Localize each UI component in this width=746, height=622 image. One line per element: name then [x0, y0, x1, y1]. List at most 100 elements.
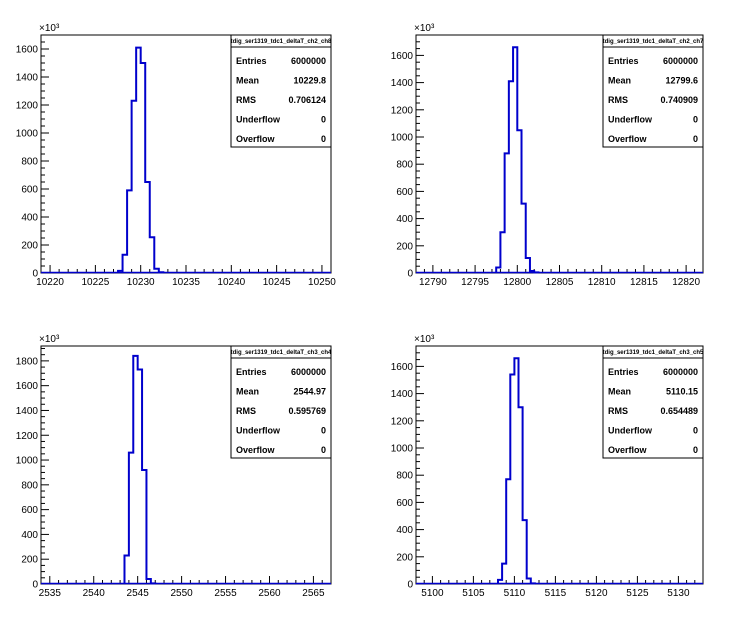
x-tick-label: 10245 — [263, 277, 291, 288]
y-tick-label: 1000 — [16, 456, 39, 467]
x-tick-label: 12790 — [419, 277, 447, 288]
stat-label: Entries — [236, 56, 267, 66]
histogram-bin — [159, 272, 164, 273]
stat-label: Entries — [608, 367, 639, 377]
histogram-panel-1: 10220 10225 10230 10235 10240 10245 10250 0 200 4… — [16, 23, 337, 288]
y-axis-multiplier: ×10³ — [414, 23, 435, 34]
histogram-bin — [154, 269, 159, 273]
histogram-bin — [151, 583, 155, 584]
histogram-outline — [123, 354, 157, 585]
x-tick-label: 2565 — [302, 588, 325, 599]
x-tick-label: 5100 — [421, 588, 444, 599]
y-tick-label: 1200 — [391, 416, 414, 427]
histogram-bin — [509, 81, 513, 273]
x-tick-label: 10225 — [81, 277, 109, 288]
x-tick-label: 5105 — [462, 588, 485, 599]
stat-value: 0.740909 — [660, 95, 698, 105]
stat-value: 0 — [321, 134, 326, 144]
y-tick-label: 400 — [396, 214, 413, 225]
x-tick-label: 12805 — [546, 277, 574, 288]
y-tick-label: 1200 — [391, 105, 414, 116]
y-tick-label: 1400 — [391, 78, 414, 89]
y-tick-label: 600 — [21, 505, 38, 516]
stat-value: 0.595769 — [288, 406, 326, 416]
histogram-panel-3: 2535 2540 2545 2550 2555 2560 2565 0 200 400 600 80… — [16, 334, 332, 599]
histogram-outline — [495, 46, 540, 274]
histogram-bin — [505, 153, 509, 273]
y-tick-label: 400 — [21, 530, 38, 541]
x-tick-label: 2550 — [170, 588, 193, 599]
y-tick-label: 1800 — [16, 356, 39, 367]
y-tick-label: 1600 — [391, 362, 414, 373]
histogram-bin — [531, 583, 535, 584]
histogram-bin — [118, 271, 123, 273]
histogram-bin — [496, 268, 500, 273]
histogram-bin — [141, 63, 146, 273]
y-tick-label: 1200 — [16, 431, 39, 442]
histogram-bin — [142, 470, 146, 584]
stat-label: Mean — [236, 387, 259, 397]
stat-label: Mean — [608, 76, 631, 86]
y-axis-multiplier: ×10³ — [39, 23, 60, 34]
stat-label: RMS — [608, 406, 628, 416]
stat-label: Underflow — [236, 426, 281, 436]
y-tick-label: 0 — [407, 580, 413, 591]
histogram-panel-2: 12790 12795 12800 12805 12810 12815 12820 0 200 4… — [391, 23, 704, 288]
histogram-bin — [506, 479, 510, 584]
stat-label: Underflow — [236, 115, 281, 125]
stat-value: 6000000 — [291, 56, 326, 66]
y-tick-label: 1400 — [16, 406, 39, 417]
y-tick-label: 1000 — [391, 133, 414, 144]
stats-box — [230, 34, 332, 148]
stats-box — [602, 345, 704, 459]
stat-label: Entries — [608, 56, 639, 66]
histogram-bin — [145, 182, 150, 273]
y-tick-label: 800 — [396, 471, 413, 482]
stats-box — [230, 345, 332, 459]
histogram-bin — [129, 453, 133, 584]
histogram-bin — [132, 101, 137, 273]
y-tick-label: 0 — [32, 580, 38, 591]
stat-value: 0 — [693, 445, 698, 455]
histogram-bin — [517, 130, 521, 273]
histogram-bin — [127, 190, 132, 273]
x-tick-label: 10240 — [217, 277, 245, 288]
x-tick-label: 10250 — [308, 277, 336, 288]
y-tick-label: 1400 — [16, 73, 39, 84]
stat-value: 10229.8 — [293, 76, 326, 86]
histogram-bin — [123, 255, 128, 273]
y-axis-multiplier: ×10³ — [414, 334, 435, 345]
stat-value: 0 — [693, 115, 698, 125]
stat-label: RMS — [236, 95, 256, 105]
x-tick-label: 12795 — [461, 277, 489, 288]
y-tick-label: 1600 — [16, 45, 39, 56]
histogram-bin — [523, 520, 527, 584]
stat-value: 2544.97 — [293, 387, 326, 397]
histogram-bin — [519, 407, 523, 584]
x-tick-label: 5130 — [667, 588, 690, 599]
histogram-bin — [133, 356, 137, 584]
histogram-bin — [514, 358, 518, 584]
x-tick-label: 10235 — [172, 277, 200, 288]
stat-label: Entries — [236, 367, 267, 377]
stat-label: Underflow — [608, 426, 653, 436]
histogram-bin — [510, 375, 514, 584]
y-tick-label: 1000 — [16, 129, 39, 140]
stat-value: 0 — [693, 426, 698, 436]
histogram-bin — [522, 204, 526, 273]
histogram-bin — [526, 258, 530, 273]
y-tick-label: 1200 — [16, 101, 39, 112]
x-tick-label: 2535 — [39, 588, 62, 599]
y-tick-label: 200 — [21, 555, 38, 566]
x-tick-label: 10230 — [127, 277, 155, 288]
histogram-bin — [513, 47, 517, 273]
y-tick-label: 400 — [396, 525, 413, 536]
stat-value: 0 — [321, 115, 326, 125]
x-tick-label: 12815 — [630, 277, 658, 288]
stats-title: tdig_ser1319_tdc1_deltaT_ch3_ch5 — [603, 350, 704, 356]
x-tick-label: 5110 — [504, 588, 526, 599]
y-axis-multiplier: ×10³ — [39, 334, 60, 345]
stat-value: 0.654489 — [660, 406, 698, 416]
stat-label: Overflow — [236, 445, 276, 455]
